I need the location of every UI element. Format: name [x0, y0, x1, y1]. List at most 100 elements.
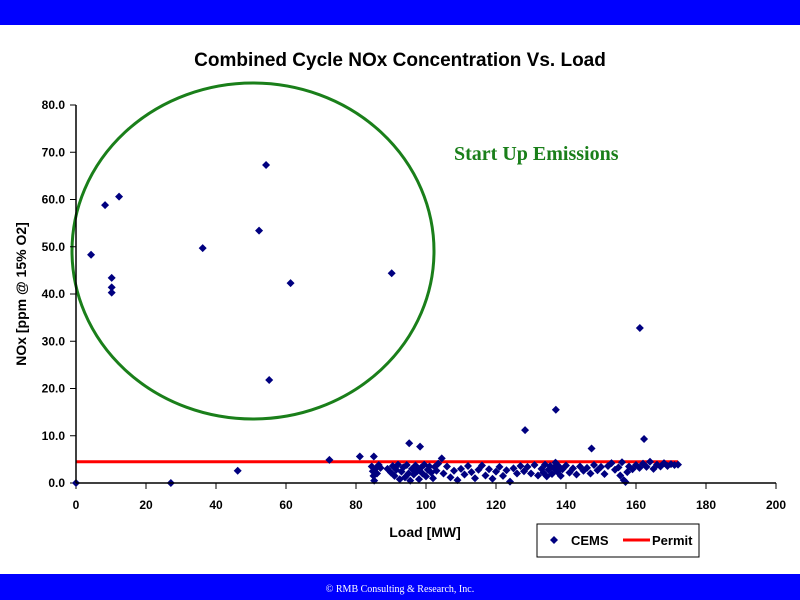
cems-point — [521, 426, 530, 435]
cems-point — [616, 471, 625, 480]
cems-point — [551, 405, 560, 414]
cems-point — [450, 466, 458, 475]
y-tick-label: 40.0 — [42, 287, 66, 301]
y-tick-label: 70.0 — [42, 145, 66, 159]
cems-point — [621, 478, 630, 487]
copyright-footer: © RMB Consulting & Research, Inc. — [325, 584, 475, 595]
cems-point — [583, 463, 591, 472]
cems-point — [376, 463, 385, 472]
cems-point — [467, 468, 476, 477]
y-tick-label: 10.0 — [42, 429, 66, 443]
cems-point — [587, 444, 596, 453]
x-tick-label: 140 — [556, 498, 576, 512]
cems-point — [429, 474, 437, 483]
y-axis-label: NOx [ppm @ 15% O2] — [13, 222, 29, 366]
cems-point — [405, 439, 414, 448]
legend-cems-label: CEMS — [571, 533, 609, 548]
cems-point — [642, 462, 651, 471]
cems-point — [640, 435, 649, 444]
cems-point — [464, 461, 472, 470]
cems-point — [513, 469, 521, 478]
y-tick-label: 60.0 — [42, 193, 66, 207]
cems-point — [425, 462, 434, 471]
cems-point — [233, 466, 242, 475]
y-tick-label: 0.0 — [48, 476, 65, 490]
cems-point — [502, 466, 511, 475]
cems-point — [390, 471, 399, 480]
cems-point — [674, 460, 682, 469]
y-tick-label: 50.0 — [42, 240, 66, 254]
cems-point — [597, 462, 605, 471]
cems-point — [471, 474, 479, 483]
cems-point — [265, 375, 274, 384]
legend: CEMS Permit — [536, 523, 700, 558]
cems-point — [107, 283, 116, 292]
cems-point — [107, 273, 116, 282]
cems-point — [387, 269, 396, 278]
cems-point — [516, 461, 525, 470]
cems-point — [369, 452, 378, 461]
cems-point — [416, 442, 425, 451]
cems-point — [586, 469, 595, 478]
x-tick-label: 80 — [349, 498, 363, 512]
cems-point — [325, 455, 334, 464]
cems-point — [262, 161, 271, 170]
cems-point — [506, 477, 514, 486]
cems-point — [422, 472, 430, 481]
cems-point — [492, 467, 500, 476]
y-tick-label: 30.0 — [42, 334, 66, 348]
cems-point — [460, 470, 469, 479]
x-tick-label: 0 — [73, 498, 80, 512]
x-tick-label: 100 — [416, 498, 436, 512]
cems-point — [618, 458, 626, 467]
y-tick-label: 80.0 — [42, 98, 66, 112]
cems-point — [509, 464, 518, 473]
y-tick-label: 20.0 — [42, 382, 66, 396]
cems-point — [453, 476, 462, 485]
cems-point — [286, 279, 295, 288]
x-tick-label: 120 — [486, 498, 506, 512]
cems-point — [446, 473, 455, 482]
cems-point — [437, 454, 446, 463]
cems-point — [394, 460, 402, 469]
cems-point — [101, 201, 110, 210]
x-tick-label: 20 — [139, 498, 153, 512]
chart-title: Combined Cycle NOx Concentration Vs. Loa… — [194, 50, 606, 71]
cems-point — [646, 457, 654, 466]
cems-point — [107, 288, 116, 297]
cems-point — [115, 192, 124, 201]
cems-point — [415, 475, 423, 484]
cems-point — [488, 474, 497, 483]
cems-point — [607, 459, 616, 468]
cems-point — [530, 461, 539, 470]
cems-point — [600, 470, 609, 479]
startup-highlight-circle — [70, 81, 436, 421]
cems-point — [485, 465, 493, 474]
cems-point — [373, 469, 381, 478]
cems-point — [614, 463, 623, 472]
cems-point — [481, 471, 490, 480]
cems-point — [635, 324, 644, 333]
x-tick-label: 60 — [279, 498, 293, 512]
x-tick-label: 180 — [696, 498, 716, 512]
cems-point — [432, 466, 441, 475]
cems-point — [443, 462, 451, 471]
cems-point — [572, 470, 581, 479]
cems-point — [434, 459, 443, 468]
cems-point — [478, 461, 486, 470]
cems-point — [87, 250, 96, 259]
cems-point — [556, 471, 565, 480]
cems-point — [569, 464, 577, 473]
legend-cems-marker — [550, 536, 558, 544]
startup-annotation: Start Up Emissions — [454, 143, 619, 165]
cems-point — [402, 461, 411, 470]
top-banner — [0, 0, 800, 25]
x-tick-label: 200 — [766, 498, 786, 512]
bottom-banner — [0, 574, 800, 600]
cems-point — [534, 471, 542, 480]
cems-point — [355, 452, 364, 461]
legend-permit-label: Permit — [652, 533, 693, 548]
x-tick-label: 160 — [626, 498, 646, 512]
cems-point — [590, 461, 598, 470]
